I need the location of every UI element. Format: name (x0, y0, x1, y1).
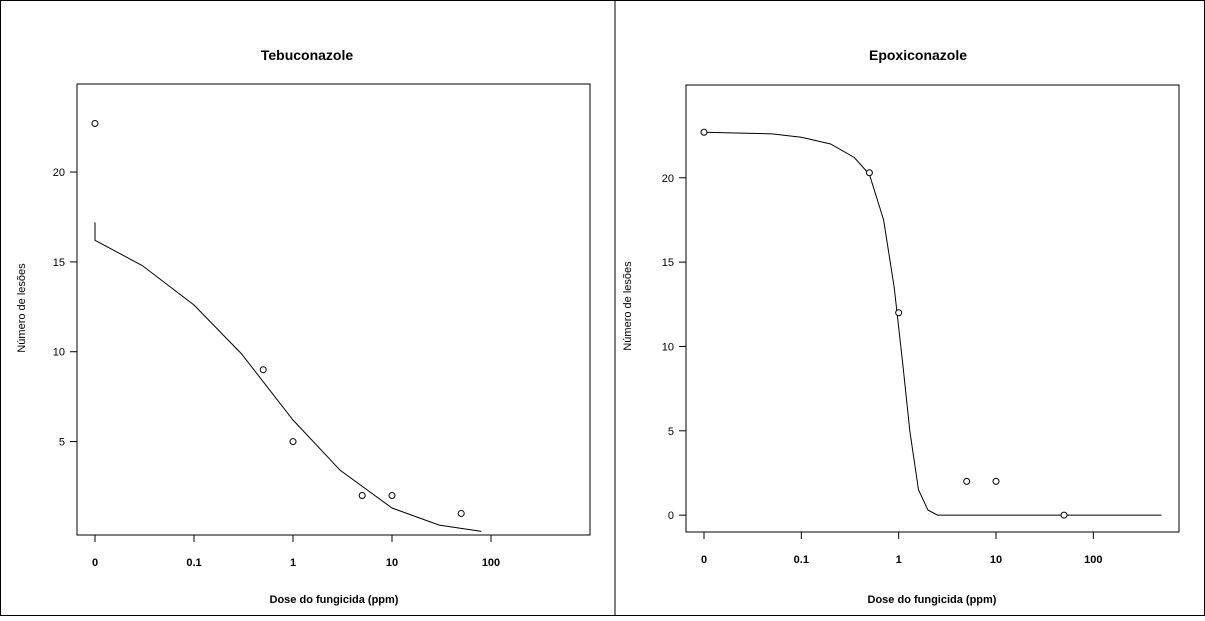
y-axis-label: Número de lesões (16, 263, 28, 353)
y-tick-label: 10 (662, 341, 674, 353)
y-tick-label: 20 (53, 167, 65, 179)
data-points (91, 120, 465, 517)
y-tick-label: 15 (53, 257, 65, 269)
data-point (895, 309, 903, 317)
data-point (457, 509, 465, 517)
data-points (700, 128, 1068, 519)
x-tick-label: 10 (990, 554, 1002, 566)
fitted-curve (703, 131, 1162, 516)
data-point (388, 491, 396, 499)
x-tick-label: 0.1 (794, 554, 809, 566)
plot-area (685, 84, 1180, 533)
y-tick-label: 5 (668, 426, 674, 438)
x-tick-label: 1 (896, 554, 902, 566)
data-point (963, 477, 971, 485)
x-tick-label: 100 (1084, 554, 1102, 566)
fitted-curve-group (703, 131, 1162, 516)
x-tick-label: 1 (290, 557, 296, 569)
data-point (358, 491, 366, 499)
x-tick-label: 0.1 (186, 557, 201, 569)
chart-title: Tebuconazole (261, 47, 354, 63)
y-tick-label: 10 (53, 347, 65, 359)
data-point (289, 438, 297, 446)
data-point (865, 169, 873, 177)
fitted-curve (94, 222, 482, 532)
data-point (700, 128, 708, 136)
fitted-curve-group (94, 222, 482, 532)
x-tick-label: 0 (92, 557, 98, 569)
data-point (259, 366, 267, 374)
chart-title: Epoxiconazole (869, 47, 967, 63)
y-tick-label: 20 (662, 173, 674, 185)
plot-area (76, 83, 591, 536)
x-axis-label: Dose do fungicida (ppm) (270, 594, 399, 606)
y-axis-label: Número de lesões (622, 261, 634, 351)
y-tick-label: 0 (668, 510, 674, 522)
y-tick-label: 15 (662, 257, 674, 269)
data-point (91, 120, 99, 128)
data-point (1060, 511, 1068, 519)
x-tick-label: 0 (701, 554, 707, 566)
data-point (992, 477, 1000, 485)
x-tick-label: 100 (482, 557, 500, 569)
panel-tebuconazole: Tebuconazole Dose do fungicida (ppm) Núm… (16, 47, 591, 606)
y-tick-label: 5 (59, 437, 65, 449)
x-tick-label: 10 (386, 557, 398, 569)
axes: 0 0.1 1 10 100 5 10 15 20 (53, 167, 500, 569)
panel-epoxiconazole: Epoxiconazole Dose do fungicida (ppm) Nú… (622, 47, 1180, 606)
x-axis-label: Dose do fungicida (ppm) (868, 594, 997, 606)
axes: 0 0.1 1 10 100 0 5 10 15 20 (662, 173, 1103, 566)
